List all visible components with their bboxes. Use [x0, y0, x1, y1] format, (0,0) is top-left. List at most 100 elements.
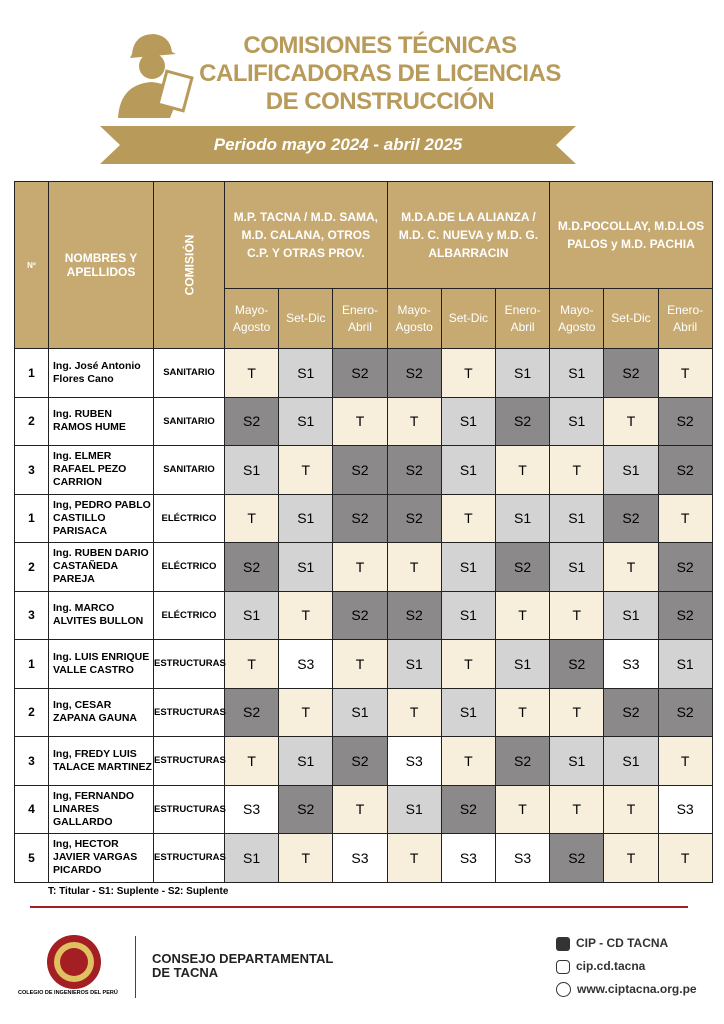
- assignment: S3: [440, 833, 496, 883]
- name-header: NOMBRES Y APELLIDOS: [48, 181, 154, 349]
- ribbon-shape: [100, 126, 576, 164]
- row: 1 Ing. José Antonio Flores Cano SANITARIO T…: [14, 348, 713, 398]
- num-header: Nº: [14, 181, 49, 349]
- period-header: Mayo-Agosto: [223, 288, 280, 349]
- assignment: S1: [494, 639, 551, 689]
- instagram-text: cip.cd.tacna: [576, 959, 646, 973]
- row: 2 Ing. RUBEN RAMOS HUME SANITARIO S2 S1 T T S1 S…: [14, 396, 713, 446]
- assignment: S2: [223, 396, 280, 446]
- row: 5 Ing, HECTOR JAVIER VARGAS PICARDO ESTRUC…: [14, 833, 713, 883]
- assignment: T: [223, 493, 280, 543]
- assignment: T: [494, 687, 551, 737]
- instagram: cip.cd.tacna: [556, 959, 645, 974]
- row: 3 Ing. MARCO ALVITES BULLON ELÉCTRICO S1 T S2…: [14, 590, 713, 640]
- assignment: T: [603, 833, 659, 883]
- assignment: S2: [657, 687, 713, 737]
- title: COMISIONES TÉCNICAS CALIFICADORAS DE LIC…: [190, 32, 570, 116]
- assignment: T: [386, 542, 442, 592]
- period-header: Mayo-Agosto: [386, 288, 442, 349]
- name: Ing. RUBEN RAMOS HUME: [48, 396, 154, 446]
- assignment: T: [278, 445, 334, 495]
- period-header: Enero-Abril: [332, 288, 388, 349]
- assignment: S1: [223, 445, 280, 495]
- legend: T: Titular - S1: Suplente - S2: Suplente: [48, 886, 229, 897]
- assignment: S2: [549, 833, 605, 883]
- name: Ing, CESAR ZAPANA GAUNA: [48, 687, 154, 737]
- facebook-text: CIP - CD TACNA: [576, 936, 669, 950]
- num: 1: [14, 493, 49, 543]
- name: Ing. José Antonio Flores Cano: [48, 348, 154, 398]
- commission: SANITARIO: [153, 445, 225, 495]
- divider: [30, 906, 688, 908]
- row: 2 Ing. RUBEN DARIO CASTAÑEDA PAREJA ELÉCTR…: [14, 542, 713, 592]
- num: 2: [14, 396, 49, 446]
- assignment: S2: [332, 348, 388, 398]
- assignment: T: [332, 396, 388, 446]
- assignment: T: [278, 833, 334, 883]
- assignment: S2: [223, 687, 280, 737]
- assignment: S2: [386, 590, 442, 640]
- group-header: M.P. TACNA / M.D. SAMA, M.D. CALANA, OTR…: [224, 181, 388, 289]
- row: 1 Ing, PEDRO PABLO CASTILLO PARISACA ELÉCT…: [14, 493, 713, 543]
- header-row: Nº NOMBRES Y APELLIDOS COMISIÓN M.P. TACNA …: [14, 181, 713, 349]
- assignment: S1: [494, 493, 551, 543]
- schedule-table: Nº NOMBRES Y APELLIDOS COMISIÓN M.P. TACNA …: [14, 181, 713, 883]
- period-header: Set-Dic: [603, 288, 659, 349]
- assignment: S2: [223, 542, 280, 592]
- num: 1: [14, 639, 49, 689]
- assignment: S1: [603, 445, 659, 495]
- assignment: S2: [657, 590, 713, 640]
- assignment: S2: [278, 784, 334, 834]
- num: 3: [14, 590, 49, 640]
- assignment: S1: [278, 493, 334, 543]
- assignment: S2: [603, 687, 659, 737]
- num: 4: [14, 784, 49, 834]
- row: 3 Ing. ELMER RAFAEL PEZO CARRION SANITARIO…: [14, 445, 713, 495]
- assignment: S1: [549, 493, 605, 543]
- commission: SANITARIO: [153, 348, 225, 398]
- assignment: T: [278, 687, 334, 737]
- num: 2: [14, 687, 49, 737]
- assignment: T: [223, 639, 280, 689]
- assignment: T: [657, 493, 713, 543]
- assignment: S1: [278, 736, 334, 786]
- assignment: S1: [440, 445, 496, 495]
- assignment: S1: [603, 590, 659, 640]
- row: 2 Ing, CESAR ZAPANA GAUNA ESTRUCTURAS S2 T S1…: [14, 687, 713, 737]
- commission: ELÉCTRICO: [153, 542, 225, 592]
- assignment: S1: [440, 542, 496, 592]
- assignment: S3: [494, 833, 551, 883]
- assignment: T: [386, 833, 442, 883]
- num: 3: [14, 736, 49, 786]
- assignment: S1: [386, 784, 442, 834]
- assignment: S1: [223, 590, 280, 640]
- assignment: S2: [386, 493, 442, 543]
- assignment: S2: [657, 542, 713, 592]
- assignment: S3: [657, 784, 713, 834]
- assignment: S1: [440, 687, 496, 737]
- name: Ing, PEDRO PABLO CASTILLO PARISACA: [48, 493, 154, 543]
- commission: ESTRUCTURAS: [153, 639, 226, 689]
- assignment: T: [278, 590, 334, 640]
- assignment: T: [494, 784, 551, 834]
- commission: ESTRUCTURAS: [153, 687, 226, 737]
- title-line: COMISIONES TÉCNICAS: [243, 32, 517, 59]
- period-row: Mayo-Agosto Set-Dic Enero-Abril Mayo-Agosto…: [15, 288, 713, 349]
- cip-logo: [47, 935, 101, 989]
- assignment: S1: [278, 396, 334, 446]
- row: 4 Ing, FERNANDO LINARES GALLARDO ESTRUCTUR…: [14, 784, 713, 834]
- assignment: S1: [657, 639, 713, 689]
- period-header: Mayo-Agosto: [549, 288, 605, 349]
- assignment: S1: [549, 348, 605, 398]
- commission-header-text: COMISIÓN: [181, 234, 196, 296]
- assignment: S3: [332, 833, 388, 883]
- period-header: Enero-Abril: [494, 288, 551, 349]
- title-line: DE CONSTRUCCIÓN: [265, 88, 495, 115]
- assignment: S1: [278, 542, 334, 592]
- assignment: S2: [603, 493, 659, 543]
- assignment: S2: [386, 445, 442, 495]
- assignment: T: [657, 736, 713, 786]
- commission: ESTRUCTURAS: [153, 784, 226, 834]
- group-header: M.D.A.DE LA ALIANZA / M.D. C. NUEVA y M.…: [386, 181, 551, 289]
- web-text: www.ciptacna.org.pe: [577, 982, 697, 996]
